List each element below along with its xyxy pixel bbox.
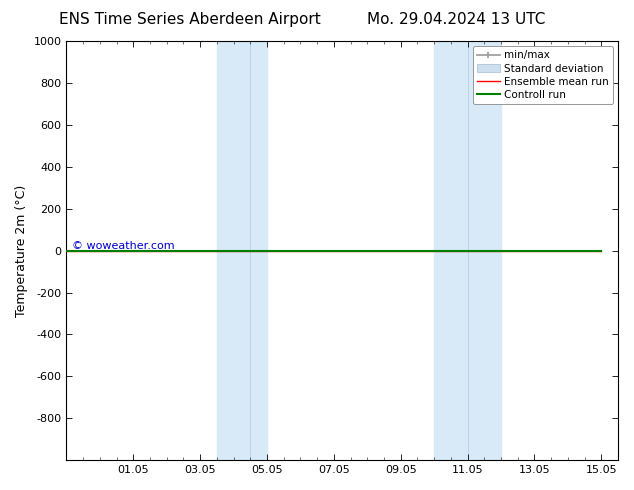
Bar [217, 41, 267, 460]
Text: Mo. 29.04.2024 13 UTC: Mo. 29.04.2024 13 UTC [367, 12, 546, 27]
Legend: min/max, Standard deviation, Ensemble mean run, Controll run: min/max, Standard deviation, Ensemble me… [473, 46, 613, 104]
Text: © woweather.com: © woweather.com [72, 241, 174, 250]
Text: ENS Time Series Aberdeen Airport: ENS Time Series Aberdeen Airport [60, 12, 321, 27]
Y-axis label: Temperature 2m (°C): Temperature 2m (°C) [15, 184, 28, 317]
Bar [434, 41, 501, 460]
